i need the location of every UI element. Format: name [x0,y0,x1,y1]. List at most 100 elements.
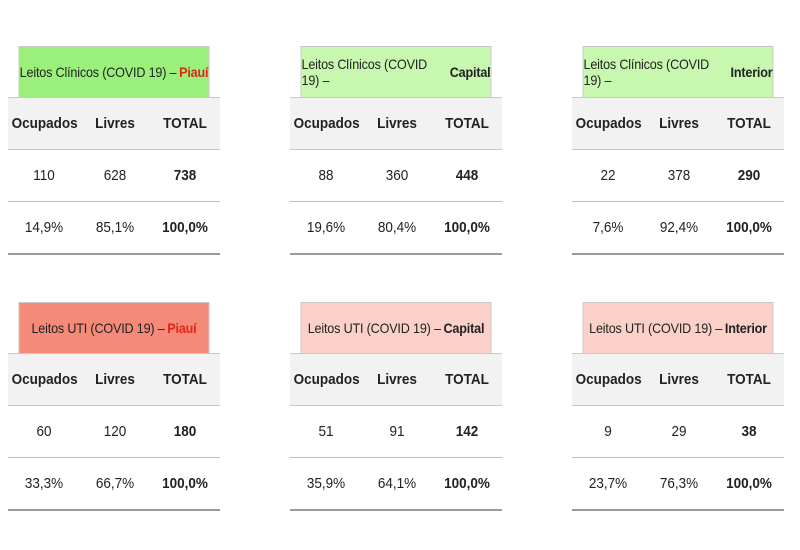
total-percent: 100,0% [726,475,772,492]
card-title-prefix: Leitos Clínicos (COVID 19) – [583,56,710,88]
occupied-count: 9 [604,423,612,440]
occupied-percent: 7,6% [592,219,624,236]
card-title: Leitos Clínicos (COVID 19) – Piauí [18,46,210,97]
counts-row: 60 120 180 [8,406,220,458]
counts-row: 88 360 448 [290,150,502,202]
free-count: 378 [667,167,691,184]
occupied-count: 60 [36,423,52,440]
card-title-prefix: Leitos UTI (COVID 19) – [307,320,441,336]
card-title: Leitos UTI (COVID 19) – Interior [582,302,774,353]
column-header-occupied: Ocupados [575,371,642,388]
occupied-percent: 14,9% [24,219,64,236]
total-percent: 100,0% [444,219,490,236]
column-header-row: Ocupados Livres TOTAL [290,98,502,150]
column-header-total: TOTAL [727,371,771,388]
card-title: Leitos UTI (COVID 19) – Piauí [18,302,210,353]
free-percent: 64,1% [377,475,417,492]
column-header-row: Ocupados Livres TOTAL [572,98,784,150]
column-header-occupied: Ocupados [575,115,642,132]
column-header-total: TOTAL [445,371,489,388]
column-header-free: Livres [659,371,699,388]
column-header-total: TOTAL [163,115,207,132]
card-uti-capital: Leitos UTI (COVID 19) – Capital Ocupados… [290,302,502,511]
total-count: 290 [737,167,761,184]
percent-row: 14,9% 85,1% 100,0% [8,202,220,255]
card-title: Leitos UTI (COVID 19) – Capital [300,302,492,353]
card-clinicos-capital: Leitos Clínicos (COVID 19) – Capital Ocu… [290,46,502,255]
card-title-prefix: Leitos UTI (COVID 19) – [31,320,165,336]
total-percent: 100,0% [726,219,772,236]
column-header-row: Ocupados Livres TOTAL [290,354,502,406]
column-header-total: TOTAL [445,115,489,132]
card-title-region: Interior [730,64,773,80]
card-header: Leitos Clínicos (COVID 19) – Capital [290,46,502,98]
percent-row: 35,9% 64,1% 100,0% [290,458,502,511]
column-header-row: Ocupados Livres TOTAL [8,354,220,406]
column-header-free: Livres [377,371,417,388]
counts-row: 110 628 738 [8,150,220,202]
column-header-occupied: Ocupados [293,371,360,388]
counts-row: 22 378 290 [572,150,784,202]
card-title-region: Capital [443,320,485,336]
column-header-total: TOTAL [163,371,207,388]
card-clinicos-piaui: Leitos Clínicos (COVID 19) – Piauí Ocupa… [8,46,220,255]
card-header: Leitos UTI (COVID 19) – Capital [290,302,502,354]
free-percent: 85,1% [95,219,135,236]
free-count: 120 [103,423,127,440]
total-count: 38 [741,423,757,440]
free-count: 29 [671,423,687,440]
card-title-region: Capital [449,64,491,80]
column-header-row: Ocupados Livres TOTAL [8,98,220,150]
occupied-percent: 19,6% [306,219,346,236]
counts-row: 51 91 142 [290,406,502,458]
percent-row: 33,3% 66,7% 100,0% [8,458,220,511]
card-header: Leitos UTI (COVID 19) – Piauí [8,302,220,354]
card-title-prefix: Leitos Clínicos (COVID 19) – [19,64,177,80]
card-title-region: Piauí [167,320,197,336]
percent-row: 7,6% 92,4% 100,0% [572,202,784,255]
occupied-count: 22 [600,167,616,184]
column-header-free: Livres [95,115,135,132]
card-title: Leitos Clínicos (COVID 19) – Interior [582,46,774,97]
column-header-row: Ocupados Livres TOTAL [572,354,784,406]
card-header: Leitos Clínicos (COVID 19) – Interior [572,46,784,98]
column-header-occupied: Ocupados [11,371,78,388]
card-uti-piaui: Leitos UTI (COVID 19) – Piauí Ocupados L… [8,302,220,511]
free-percent: 76,3% [659,475,699,492]
total-count: 448 [455,167,479,184]
occupied-percent: 23,7% [588,475,628,492]
occupied-count: 88 [318,167,334,184]
occupied-percent: 33,3% [24,475,64,492]
free-percent: 66,7% [95,475,135,492]
free-percent: 80,4% [377,219,417,236]
total-count: 180 [173,423,197,440]
total-count: 142 [455,423,479,440]
percent-row: 19,6% 80,4% 100,0% [290,202,502,255]
column-header-total: TOTAL [727,115,771,132]
card-header: Leitos Clínicos (COVID 19) – Piauí [8,46,220,98]
card-title-prefix: Leitos Clínicos (COVID 19) – [301,56,428,88]
total-count: 738 [173,167,197,184]
card-uti-interior: Leitos UTI (COVID 19) – Interior Ocupado… [572,302,784,511]
free-percent: 92,4% [659,219,699,236]
total-percent: 100,0% [162,219,208,236]
card-title-region: Interior [724,320,767,336]
card-title: Leitos Clínicos (COVID 19) – Capital [300,46,492,97]
occupied-count: 110 [33,167,55,184]
card-clinicos-interior: Leitos Clínicos (COVID 19) – Interior Oc… [572,46,784,255]
free-count: 360 [385,167,409,184]
card-title-prefix: Leitos UTI (COVID 19) – [589,320,723,336]
occupied-count: 51 [318,423,334,440]
total-percent: 100,0% [444,475,490,492]
column-header-free: Livres [659,115,699,132]
column-header-free: Livres [95,371,135,388]
column-header-occupied: Ocupados [293,115,360,132]
counts-row: 9 29 38 [572,406,784,458]
card-title-region: Piauí [179,64,209,80]
occupied-percent: 35,9% [306,475,346,492]
card-header: Leitos UTI (COVID 19) – Interior [572,302,784,354]
column-header-occupied: Ocupados [11,115,78,132]
percent-row: 23,7% 76,3% 100,0% [572,458,784,511]
free-count: 91 [389,423,405,440]
column-header-free: Livres [377,115,417,132]
